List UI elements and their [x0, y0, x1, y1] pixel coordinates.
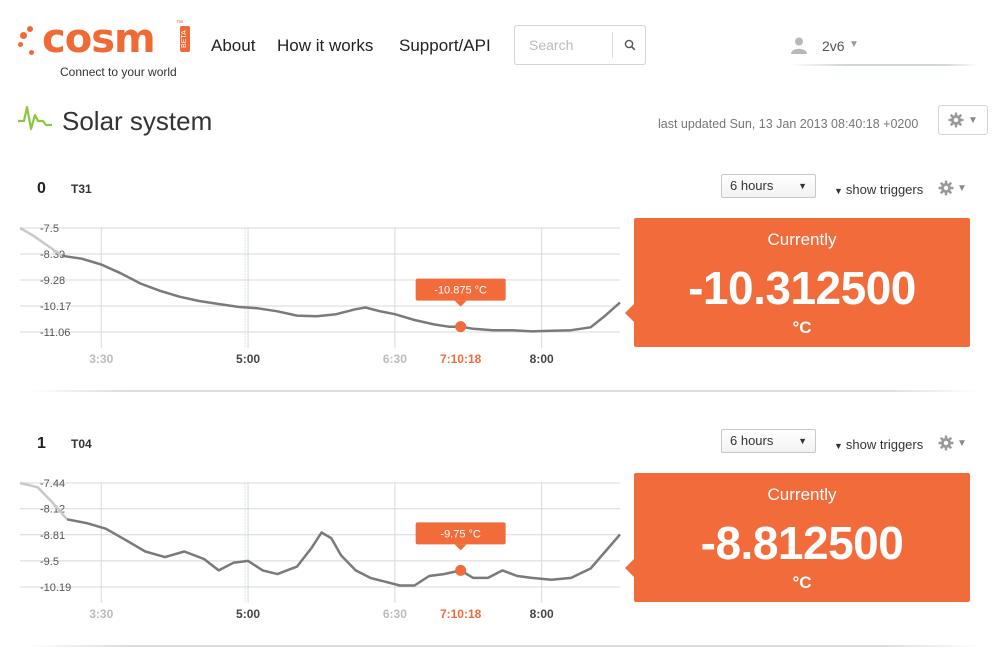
- datastream-0: 0 T31 6 hours ▼ ▼ show triggers ▼ -7.5 -8.…: [0, 158, 1000, 408]
- cosm-logo[interactable]: cosm ™ BETA Connect to your world: [18, 16, 190, 80]
- user-name: 2v6: [822, 38, 845, 54]
- last-updated: last updated Sun, 13 Jan 2013 08:40:18 +…: [658, 117, 919, 131]
- user-menu[interactable]: 2v6 ▼: [788, 34, 980, 66]
- user-avatar-icon: [791, 37, 807, 54]
- x-tick-label: 3:30: [89, 352, 113, 366]
- datastream-id: 0: [37, 180, 46, 197]
- tooltip-box: [415, 522, 506, 545]
- current-value-panel: Currently -10.312500 °C: [625, 218, 970, 347]
- datastream-name: T04: [71, 437, 92, 451]
- section-divider: [28, 645, 980, 647]
- datastream-settings-button[interactable]: ▼: [938, 434, 970, 452]
- time-range-value: 6 hours: [730, 178, 774, 193]
- nav-how-it-works[interactable]: How it works: [277, 36, 374, 55]
- gear-icon: [938, 180, 954, 196]
- show-triggers-toggle[interactable]: ▼ show triggers: [834, 182, 924, 197]
- y-tick-label: -8.81: [40, 530, 65, 542]
- nav-about[interactable]: About: [211, 36, 256, 55]
- datastream-settings-button[interactable]: ▼: [938, 179, 970, 197]
- search-icon: [624, 39, 635, 51]
- logo-text: cosm: [42, 16, 156, 62]
- chevron-down-icon: ▼: [968, 114, 978, 126]
- datastream-chart[interactable]: -7.44 -8.12 -8.81 -9.5 -10.19 3:30 5:00 6:30 7:1…: [0, 473, 630, 633]
- y-tick-label: -9.5: [40, 556, 59, 568]
- search-input[interactable]: [515, 26, 611, 64]
- current-label: Currently: [767, 230, 837, 249]
- logo-beta-badge: BETA: [180, 26, 190, 52]
- chevron-down-icon: ▼: [849, 39, 859, 50]
- hover-point: [455, 321, 467, 333]
- y-tick-label: -10.19: [40, 582, 71, 594]
- x-tick-label: 8:00: [530, 607, 554, 621]
- x-tick-label: 5:00: [236, 352, 260, 366]
- series-line-faded: [19, 226, 63, 257]
- tooltip-box: [415, 278, 506, 301]
- tooltip-pointer: [454, 544, 467, 551]
- time-range-select[interactable]: 6 hours ▼: [721, 174, 816, 198]
- x-tick-label: 7:10:18: [440, 607, 482, 621]
- current-unit: °C: [792, 318, 812, 337]
- feed-title: Solar system: [62, 106, 213, 136]
- series-line: [61, 254, 621, 333]
- x-tick-label: 8:00: [530, 352, 554, 366]
- datastream-id: 1: [37, 435, 46, 452]
- section-divider: [28, 390, 980, 392]
- current-value-panel: Currently -8.812500 °C: [625, 473, 970, 602]
- search-button[interactable]: [613, 26, 646, 64]
- gear-icon: [948, 112, 964, 128]
- y-tick-label: -8.12: [40, 504, 65, 516]
- x-tick-label: 3:30: [89, 607, 113, 621]
- search-box: [514, 25, 646, 65]
- gear-icon: [938, 435, 954, 451]
- current-unit: °C: [792, 573, 812, 592]
- search-divider: [612, 32, 613, 58]
- x-tick-label: 5:00: [236, 607, 260, 621]
- triangle-down-icon: ▼: [834, 441, 843, 451]
- y-tick-label: -7.44: [40, 478, 65, 490]
- chevron-down-icon: ▼: [957, 437, 967, 449]
- time-range-value: 6 hours: [730, 433, 774, 448]
- tooltip-text: -9.75 °C: [440, 528, 481, 540]
- y-tick-label: -10.17: [40, 301, 71, 313]
- datastream-chart[interactable]: -7.5-8.39-9.28-10.17-11.063:30 5:00 6:30 7:…: [0, 218, 630, 378]
- hover-point: [455, 564, 467, 576]
- y-tick-label: -7.5: [40, 223, 59, 235]
- show-triggers-toggle[interactable]: ▼ show triggers: [834, 437, 924, 452]
- y-tick-label: -11.06: [40, 327, 70, 339]
- user-menu-underline: [788, 64, 980, 66]
- tooltip-text: -10.875 °C: [434, 285, 487, 297]
- x-tick-label: 6:30: [383, 607, 407, 621]
- tagline: Connect to your world: [60, 65, 177, 79]
- logo-mark-icon: [18, 26, 44, 56]
- series-line-faded: [19, 481, 68, 521]
- datastream-1: 1 T04 6 hours ▼ ▼ show triggers ▼ -7.44 -8…: [0, 413, 1000, 650]
- y-tick-label: -9.28: [40, 275, 65, 287]
- current-value: -8.812500: [700, 517, 904, 569]
- time-range-select[interactable]: 6 hours ▼: [721, 429, 816, 453]
- current-value: -10.312500: [688, 262, 916, 314]
- series-line: [66, 518, 621, 587]
- tooltip-pointer: [454, 300, 467, 307]
- current-label: Currently: [767, 485, 837, 504]
- chevron-down-icon: ▼: [798, 436, 807, 446]
- x-tick-label: 7:10:18: [440, 352, 482, 366]
- chevron-down-icon: ▼: [957, 182, 967, 194]
- x-tick-label: 6:30: [383, 352, 407, 366]
- feed-settings-button[interactable]: ▼: [938, 105, 988, 135]
- datastream-name: T31: [71, 182, 92, 196]
- nav-support-api[interactable]: Support/API: [399, 36, 491, 55]
- chevron-down-icon: ▼: [798, 181, 807, 191]
- pulse-icon: [18, 105, 52, 131]
- triangle-down-icon: ▼: [834, 186, 843, 196]
